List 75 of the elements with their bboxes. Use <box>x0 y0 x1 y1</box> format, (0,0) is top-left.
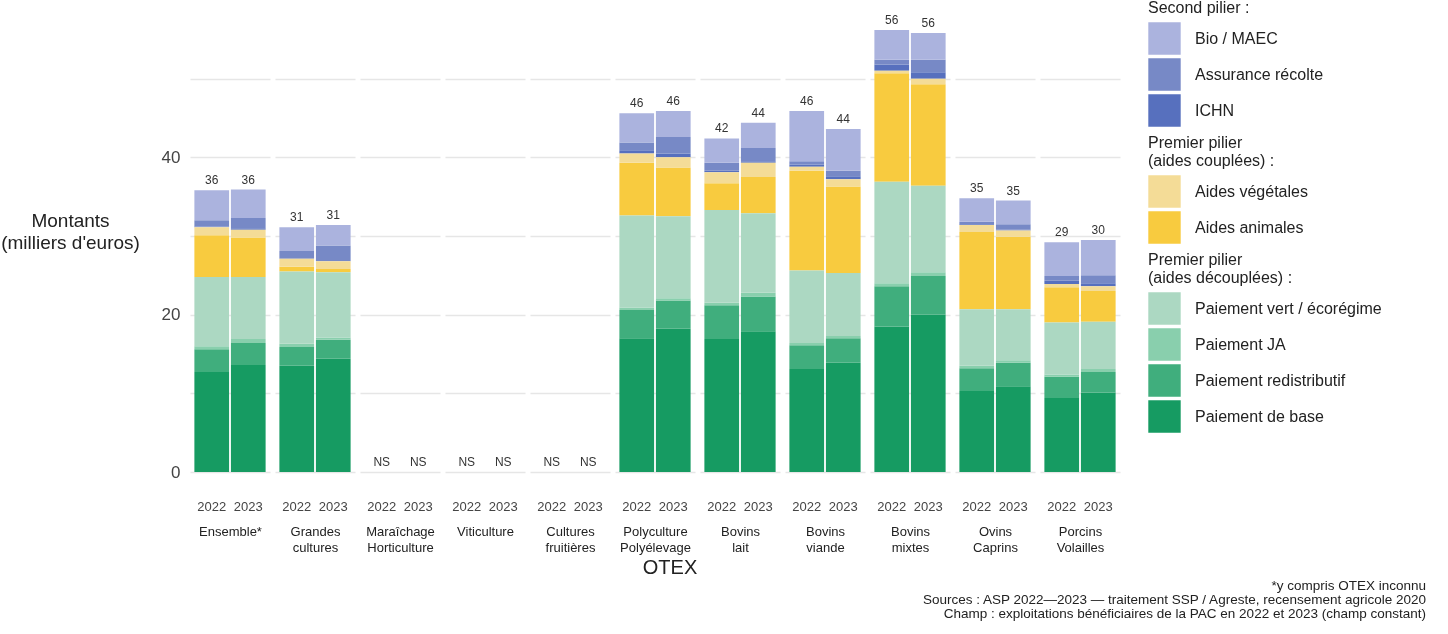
x-tick-label: 2022 <box>622 498 652 514</box>
x-tick-label: 2022 <box>282 498 312 514</box>
x-tick-label: 2023 <box>998 498 1028 514</box>
total-label: 31 <box>326 207 341 222</box>
x-tick-label: 2022 <box>537 498 567 514</box>
legend-label: Paiement redistributif <box>1195 371 1346 389</box>
x-tick-label: 2023 <box>233 498 263 514</box>
legend-label: Aides animales <box>1195 218 1304 236</box>
legend-label: Paiement de base <box>1195 407 1325 425</box>
total-label: 46 <box>800 93 814 108</box>
x-axis-title: Bovins lait <box>720 523 761 555</box>
text: NS <box>494 455 512 469</box>
y-tick-label: 0 <box>171 462 181 482</box>
x-tick-label: 2023 <box>1083 498 1113 514</box>
total-label: 46 <box>630 96 644 111</box>
x-tick-label: 2022 <box>877 498 907 514</box>
x-tick-label: 2023 <box>488 498 518 514</box>
text: NS <box>409 455 427 469</box>
total-label: 44 <box>836 112 851 127</box>
text: Second pilier : <box>1148 0 1250 16</box>
total-label: 31 <box>290 210 304 225</box>
text: OTEX <box>642 556 698 578</box>
x-tick-label: 2022 <box>367 498 397 514</box>
total-label: 56 <box>921 16 936 31</box>
x-axis-title: Bovins mixtes <box>890 523 931 555</box>
legend-label: Aides végétales <box>1195 182 1308 200</box>
text: NS <box>543 455 561 469</box>
y-axis-title: Montants (milliers d'euros) <box>1 209 140 253</box>
legend-label: Paiement vert / écorégime <box>1195 299 1382 317</box>
x-tick-label: 2023 <box>658 498 688 514</box>
legend-label: Paiement JA <box>1195 335 1287 353</box>
text: NS <box>579 455 597 469</box>
x-tick-label: 2022 <box>707 498 737 514</box>
text: Champ : exploitations bénéficiaires de la PAC en 2022 et 2023 (champ constant) <box>943 606 1426 621</box>
text: Premier pilier (aides couplées) : <box>1148 134 1275 169</box>
x-tick-label: 2023 <box>913 498 943 514</box>
y-tick-label: 20 <box>161 305 181 325</box>
x-axis-title: Maraîchage Horticulture <box>366 523 435 555</box>
total-label: 35 <box>970 181 984 196</box>
source-note: Sources : ASP 2022—2023 — traitement SSP / Agreste, recensement agricole 2020 <box>922 592 1426 607</box>
total-label: 36 <box>205 173 219 188</box>
x-axis-title: Viticulture <box>457 523 514 539</box>
total-label: 46 <box>666 93 681 108</box>
x-tick-label: 2023 <box>403 498 433 514</box>
x-axis-title: Cultures fruitières <box>545 523 596 555</box>
x-tick-label: 2023 <box>573 498 603 514</box>
legend-label: Bio / MAEC <box>1195 29 1278 47</box>
x-axis-title: Grandes cultures <box>290 523 341 555</box>
text: Premier pilier (aides découplées) : <box>1148 251 1293 286</box>
x-axis-title: Ovins Caprins <box>973 523 1019 555</box>
x-tick-label: 2022 <box>1047 498 1077 514</box>
x-tick-label: 2023 <box>743 498 773 514</box>
x-axis-title: Ensemble* <box>199 523 262 539</box>
x-axis-title: Bovins viande <box>805 523 846 555</box>
x-tick-label: 2023 <box>828 498 858 514</box>
text: NS <box>458 455 476 469</box>
text: NS <box>373 455 391 469</box>
text: *y compris OTEX inconnu <box>1271 578 1426 593</box>
x-tick-label: 2022 <box>452 498 482 514</box>
x-tick-label: 2022 <box>792 498 822 514</box>
y-tick-label: 40 <box>161 147 181 167</box>
total-label: 42 <box>715 121 729 136</box>
x-axis-title: Porcins Volailles <box>1056 523 1105 555</box>
x-tick-label: 2023 <box>318 498 348 514</box>
total-label: 36 <box>241 172 256 187</box>
total-label: 56 <box>885 12 899 27</box>
legend-label: ICHN <box>1195 101 1235 119</box>
total-label: 29 <box>1055 225 1069 240</box>
x-axis-title: Polyculture Polyélevage <box>620 523 691 555</box>
total-label: 30 <box>1091 222 1106 237</box>
total-label: 44 <box>751 105 766 120</box>
x-tick-label: 2022 <box>197 498 227 514</box>
x-tick-label: 2022 <box>962 498 992 514</box>
legend-label: Assurance récolte <box>1195 65 1324 83</box>
total-label: 35 <box>1006 183 1021 198</box>
